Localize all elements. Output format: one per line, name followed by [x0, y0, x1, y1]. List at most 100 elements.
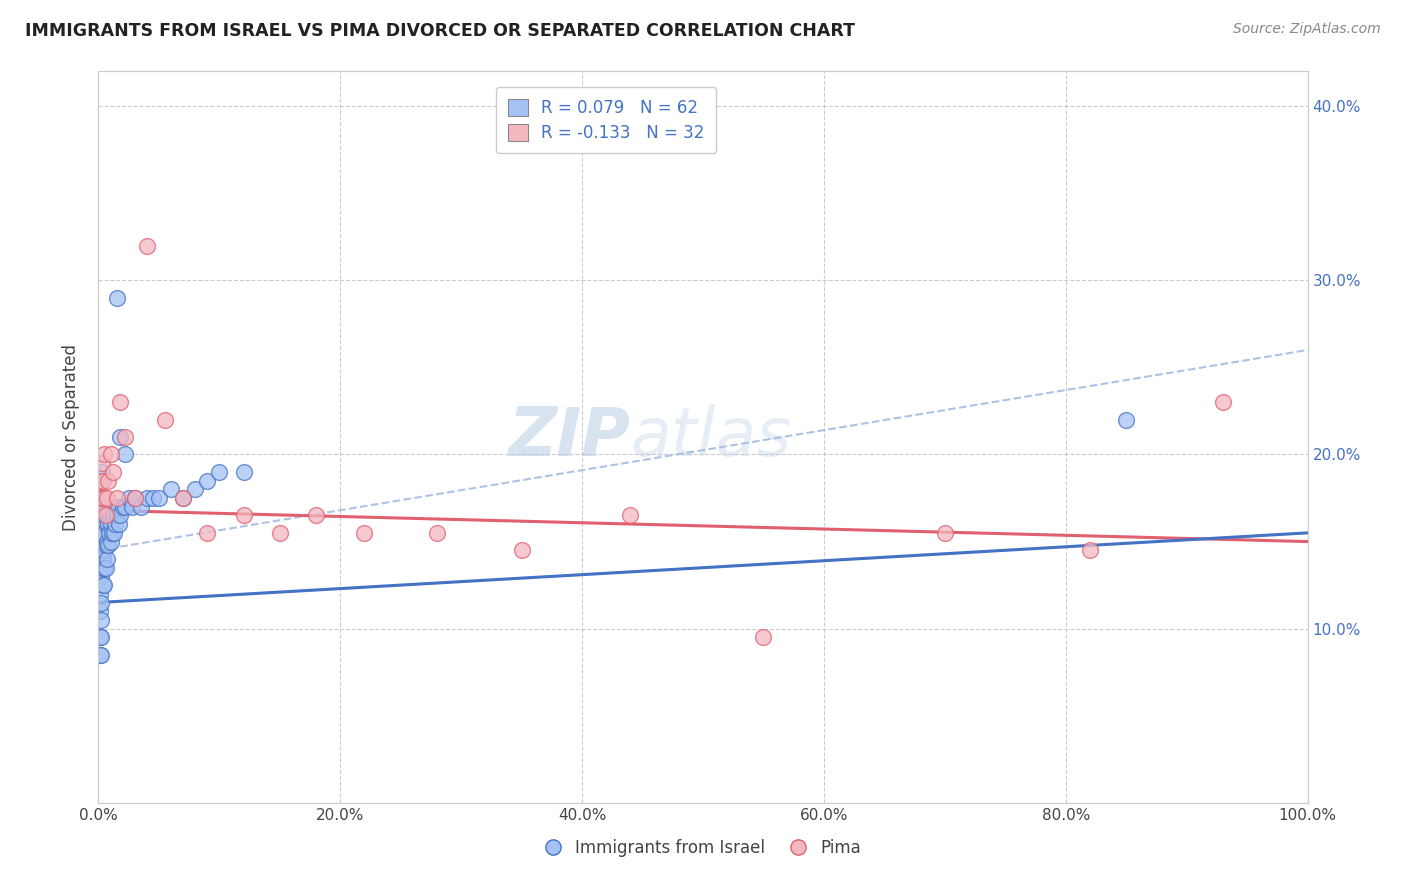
Point	[94, 508, 117, 523]
Point	[90, 474, 112, 488]
Point	[172, 491, 194, 505]
Point	[90, 552, 112, 566]
Point	[135, 238, 157, 252]
Point	[91, 552, 114, 566]
Point	[90, 569, 112, 583]
Point	[97, 517, 120, 532]
Point	[114, 448, 136, 462]
Point	[108, 508, 131, 523]
Point	[89, 587, 111, 601]
Point	[93, 543, 115, 558]
Point	[94, 517, 117, 532]
Point	[94, 538, 117, 552]
Point	[752, 631, 775, 645]
Point	[89, 604, 111, 618]
Point	[142, 491, 165, 505]
Point	[172, 491, 194, 505]
Point	[96, 534, 118, 549]
Point	[1212, 395, 1234, 409]
Point	[91, 491, 114, 505]
Point	[108, 395, 131, 409]
Point	[195, 525, 218, 540]
Point	[107, 500, 129, 514]
Point	[104, 517, 127, 532]
Point	[96, 491, 118, 505]
Point	[94, 560, 117, 574]
Point	[108, 517, 131, 532]
Point	[148, 491, 170, 505]
Point	[619, 508, 641, 523]
Point	[426, 525, 449, 540]
Point	[91, 517, 114, 532]
Point	[160, 483, 183, 497]
Point	[124, 491, 146, 505]
Point	[90, 613, 112, 627]
Point	[91, 560, 114, 574]
Point	[108, 430, 131, 444]
Point	[114, 430, 136, 444]
Point	[93, 448, 115, 462]
Point	[91, 508, 114, 523]
Point	[97, 474, 120, 488]
Point	[184, 483, 207, 497]
Point	[269, 525, 291, 540]
Point	[305, 508, 328, 523]
Point	[96, 552, 118, 566]
Point	[103, 525, 125, 540]
Point	[91, 474, 114, 488]
Point	[114, 500, 136, 514]
Point	[89, 631, 111, 645]
Point	[105, 508, 128, 523]
Point	[93, 491, 115, 505]
Point	[97, 538, 120, 552]
Point	[91, 578, 114, 592]
Point	[98, 508, 121, 523]
Point	[89, 648, 111, 662]
Point	[232, 465, 254, 479]
Point	[124, 491, 146, 505]
Point	[91, 491, 114, 505]
Point	[100, 517, 122, 532]
Point	[100, 534, 122, 549]
Point	[90, 648, 112, 662]
Point	[510, 543, 533, 558]
Point	[100, 448, 122, 462]
Point	[105, 491, 128, 505]
Point	[91, 525, 114, 540]
Point	[1115, 412, 1137, 426]
Point	[101, 508, 124, 523]
Point	[135, 491, 157, 505]
Point	[101, 465, 124, 479]
Point	[100, 525, 122, 540]
Point	[93, 560, 115, 574]
Point	[91, 456, 114, 470]
Point	[89, 500, 111, 514]
Point	[353, 525, 375, 540]
Point	[934, 525, 956, 540]
Point	[1078, 543, 1101, 558]
Point	[91, 465, 114, 479]
Point	[129, 500, 152, 514]
Point	[93, 578, 115, 592]
Text: IMMIGRANTS FROM ISRAEL VS PIMA DIVORCED OR SEPARATED CORRELATION CHART: IMMIGRANTS FROM ISRAEL VS PIMA DIVORCED …	[25, 22, 855, 40]
Text: atlas: atlas	[630, 404, 792, 470]
Point	[93, 525, 115, 540]
Point	[153, 412, 176, 426]
Point	[232, 508, 254, 523]
Y-axis label: Divorced or Separated: Divorced or Separated	[62, 343, 80, 531]
Point	[208, 465, 231, 479]
Point	[111, 500, 134, 514]
Point	[90, 491, 112, 505]
Point	[121, 500, 143, 514]
Legend: Immigrants from Israel, Pima: Immigrants from Israel, Pima	[538, 832, 868, 864]
Point	[91, 543, 114, 558]
Point	[105, 291, 128, 305]
Point	[90, 631, 112, 645]
Text: ZIP: ZIP	[509, 404, 630, 470]
Point	[90, 595, 112, 609]
Point	[118, 491, 141, 505]
Point	[89, 543, 111, 558]
Point	[98, 525, 121, 540]
Point	[195, 474, 218, 488]
Text: Source: ZipAtlas.com: Source: ZipAtlas.com	[1233, 22, 1381, 37]
